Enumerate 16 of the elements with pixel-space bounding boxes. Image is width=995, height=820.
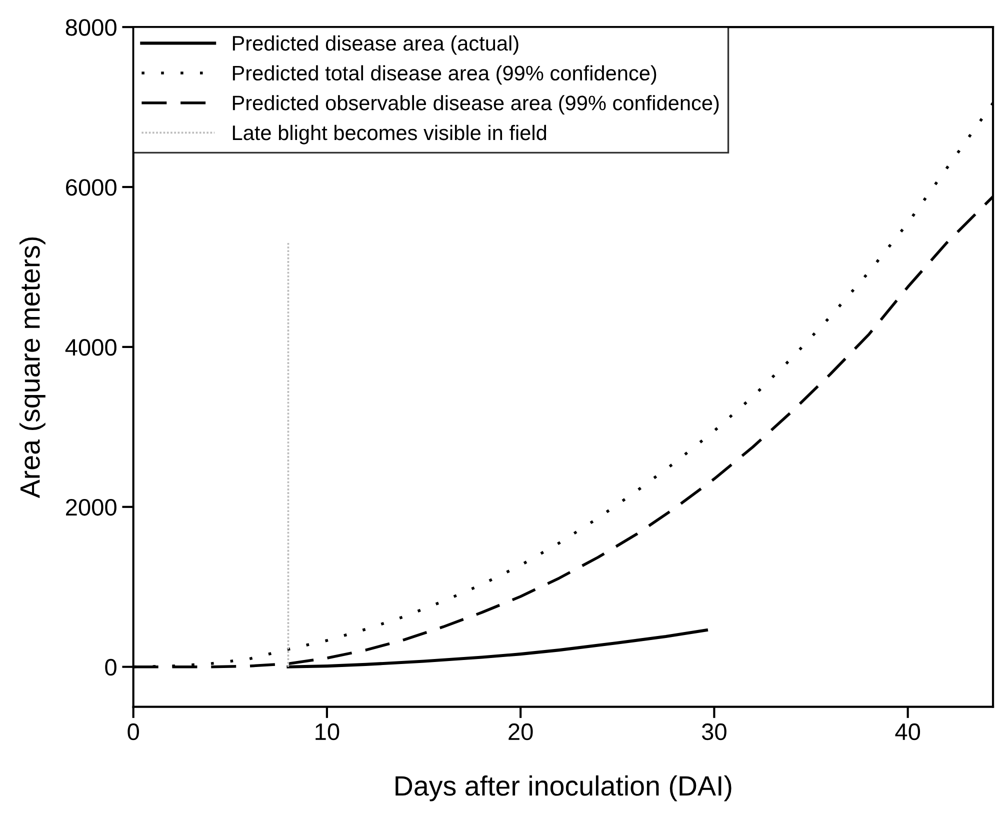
- x-tick-label: 40: [895, 723, 920, 740]
- y-tick-label: 0: [105, 658, 116, 676]
- y-tick-label: 4000: [65, 339, 116, 356]
- legend-label: Late blight becomes visible in field: [232, 124, 546, 144]
- y-tick-label: 6000: [66, 179, 116, 196]
- x-tick-label: 10: [316, 723, 340, 740]
- y-tick-label: 2000: [66, 498, 116, 516]
- x-tick-label: 0: [128, 723, 139, 740]
- y-axis-title: Area (square meters): [20, 237, 46, 498]
- x-tick-label: 30: [702, 723, 726, 740]
- y-tick-label: 8000: [66, 19, 116, 36]
- legend-label: Predicted total disease area (99% confidence): [232, 65, 656, 85]
- x-tick-label: 20: [508, 723, 533, 740]
- legend-label: Predicted observable disease area (99% confidence): [232, 95, 719, 114]
- x-axis-title: Days after inoculation (DAI): [396, 775, 732, 802]
- legend-label: Predicted disease area (actual): [232, 35, 518, 55]
